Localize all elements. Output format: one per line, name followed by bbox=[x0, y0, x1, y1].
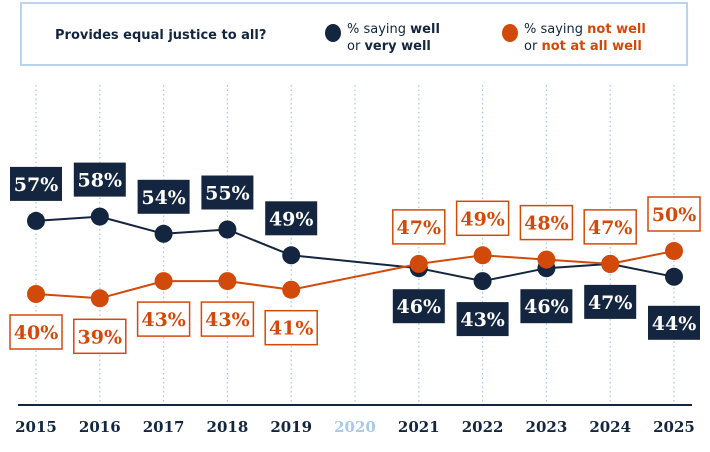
data-label-box bbox=[520, 289, 573, 324]
data-label: 48% bbox=[524, 213, 569, 235]
data-point bbox=[473, 246, 492, 265]
legend-dot-icon bbox=[502, 24, 518, 42]
data-label: 39% bbox=[78, 326, 123, 348]
data-label: 47% bbox=[588, 292, 633, 314]
data-label-box bbox=[519, 204, 574, 241]
data-label: 44% bbox=[652, 313, 697, 335]
data-label: 43% bbox=[141, 309, 186, 331]
legend-text-bold: not at all well bbox=[541, 39, 642, 54]
legend: Provides equal justice to all? % saying … bbox=[20, 2, 688, 66]
data-label-box bbox=[264, 309, 318, 346]
data-point bbox=[665, 267, 683, 286]
data-label: 47% bbox=[588, 217, 633, 239]
legend-text-bold: very well bbox=[364, 39, 431, 54]
data-label-box bbox=[73, 162, 126, 197]
legend-text-bold: well bbox=[410, 22, 440, 37]
data-label: 43% bbox=[460, 309, 505, 331]
data-label: 57% bbox=[14, 174, 59, 196]
data-point bbox=[27, 285, 45, 303]
data-label-box bbox=[200, 301, 255, 337]
data-label-box bbox=[9, 314, 63, 350]
x-tick-label: 2019 bbox=[270, 418, 312, 436]
data-point bbox=[473, 272, 492, 291]
series-line bbox=[35, 250, 675, 300]
x-tick-label: 2017 bbox=[143, 418, 185, 436]
data-label-box bbox=[392, 209, 446, 245]
data-label: 58% bbox=[78, 170, 123, 192]
x-tick-label: 2015 bbox=[15, 418, 57, 436]
legend-text: % saying bbox=[524, 22, 588, 37]
data-point bbox=[218, 272, 237, 291]
data-label: 50% bbox=[652, 204, 697, 226]
x-tick-label: 2016 bbox=[79, 418, 121, 436]
data-label-box bbox=[647, 196, 701, 232]
data-point bbox=[282, 280, 301, 299]
data-point bbox=[218, 220, 237, 239]
x-tick-label: 2023 bbox=[526, 418, 568, 436]
legend-text: or bbox=[347, 39, 365, 54]
x-tick-label: 2022 bbox=[462, 418, 504, 436]
chart-title: Provides equal justice to all? bbox=[55, 28, 267, 43]
data-label: 49% bbox=[460, 208, 505, 230]
x-tick-label: 2024 bbox=[589, 418, 631, 436]
data-point bbox=[665, 242, 683, 260]
legend-text: % saying bbox=[347, 22, 411, 37]
legend-text-bold: not well bbox=[587, 22, 646, 37]
data-label: 46% bbox=[524, 296, 569, 318]
data-label: 46% bbox=[397, 296, 442, 318]
data-label-box bbox=[201, 175, 254, 210]
x-tick-label: 2021 bbox=[398, 418, 440, 436]
data-label-box bbox=[265, 201, 318, 236]
data-point bbox=[27, 211, 45, 230]
data-label-box bbox=[10, 166, 62, 201]
data-label: 55% bbox=[205, 183, 250, 205]
x-tick-label: 2018 bbox=[207, 418, 249, 436]
data-label-box bbox=[73, 318, 127, 355]
data-label: 40% bbox=[14, 322, 59, 344]
data-point bbox=[409, 254, 428, 273]
data-point bbox=[154, 224, 173, 243]
data-label-box bbox=[584, 284, 637, 319]
data-point bbox=[601, 254, 620, 273]
data-label-box bbox=[648, 305, 700, 340]
data-label: 43% bbox=[205, 309, 250, 331]
data-label: 54% bbox=[141, 187, 186, 209]
legend-dot-icon bbox=[325, 24, 341, 42]
data-label: 49% bbox=[269, 208, 314, 230]
data-point bbox=[537, 250, 556, 269]
data-label-box bbox=[392, 289, 445, 324]
data-label-box bbox=[455, 200, 510, 237]
data-point bbox=[90, 207, 109, 226]
data-label-box bbox=[456, 302, 509, 337]
data-point bbox=[282, 246, 301, 265]
data-label: 41% bbox=[269, 318, 314, 340]
data-label: 47% bbox=[397, 217, 442, 239]
x-tick-label: 2020 bbox=[334, 418, 376, 436]
series-line bbox=[35, 215, 675, 283]
x-tick-label: 2025 bbox=[653, 418, 695, 436]
data-label-box bbox=[136, 301, 191, 337]
data-point bbox=[154, 272, 173, 291]
data-point bbox=[90, 289, 109, 308]
data-label-box bbox=[583, 209, 637, 245]
data-label-box bbox=[137, 179, 190, 214]
legend-text: or bbox=[524, 39, 542, 54]
